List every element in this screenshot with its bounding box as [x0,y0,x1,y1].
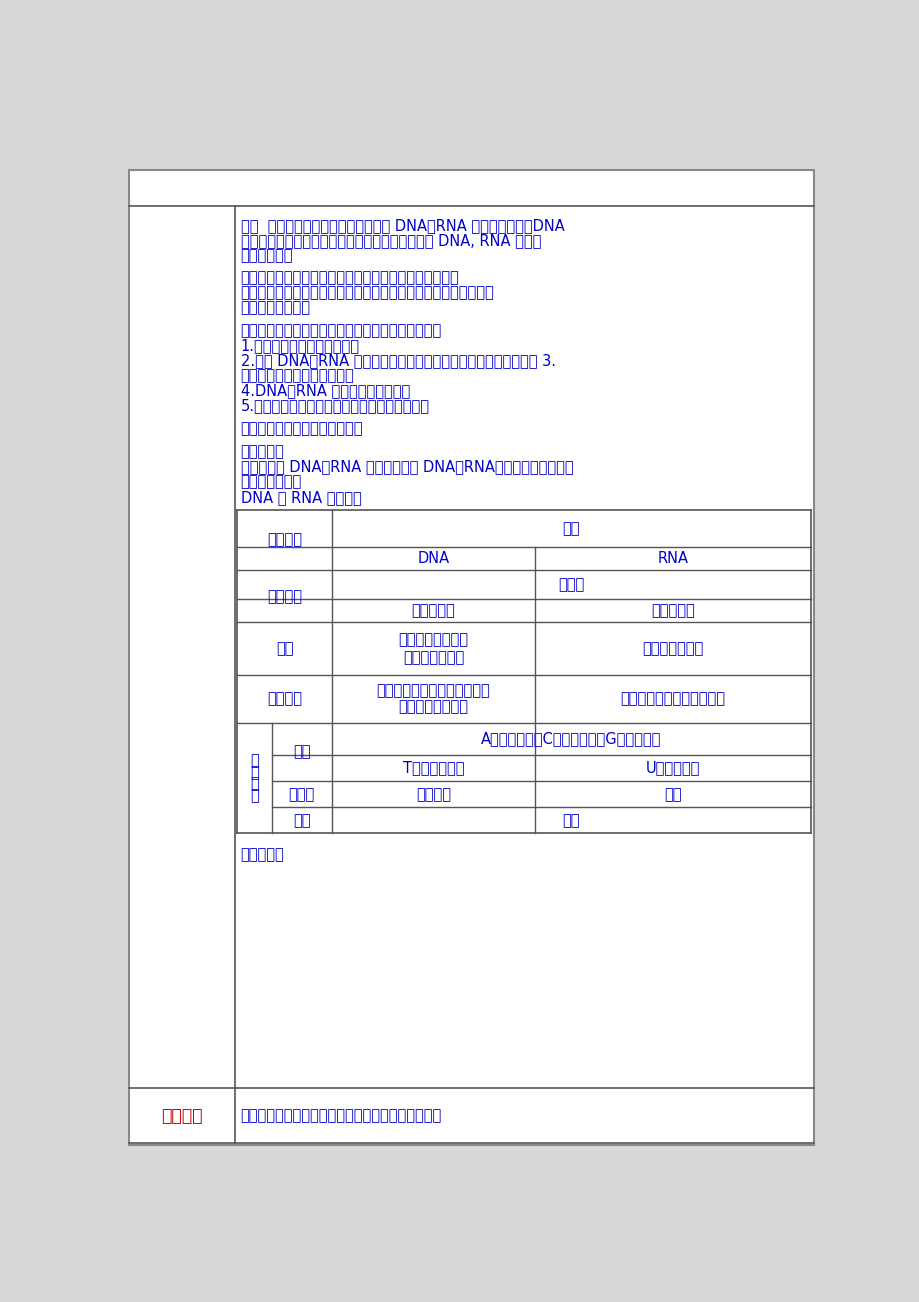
Text: 分: 分 [250,788,258,803]
Text: 比较项目: 比较项目 [267,533,302,548]
Text: 设问：为什么核酸能储存遗传信息呢？引入核酸的结构：: 设问：为什么核酸能储存遗传信息呢？引入核酸的结构： [240,271,459,285]
Text: 对学生的回答进行更正和总结。: 对学生的回答进行更正和总结。 [240,421,363,436]
Text: 5.尝试作出假设，为什么核酸能储存遗传信息？: 5.尝试作出假设，为什么核酸能储存遗传信息？ [240,398,429,414]
Text: 课堂完成教材后练习，课外完成《世纪金榜》练习。: 课堂完成教材后练习，课外完成《世纪金榜》练习。 [240,1108,441,1124]
Text: 细胞核（主要）、: 细胞核（主要）、 [398,631,468,647]
Text: T（胸腺嘧啶）: T（胸腺嘧啶） [403,760,464,776]
Text: 作业或练: 作业或练 [161,1107,202,1125]
Text: 核苷酸之间是怎么样连接的？: 核苷酸之间是怎么样连接的？ [240,368,354,383]
Text: 化: 化 [250,753,258,768]
Text: 主要分布在细胞核中，但是叶绿体、线粒体中也有 DNA, RNA 主要分: 主要分布在细胞核中，但是叶绿体、线粒体中也有 DNA, RNA 主要分 [240,233,540,247]
Text: 由一条核糖核苷酸长链构成: 由一条核糖核苷酸长链构成 [619,691,725,706]
Text: 4.DNA、RNA 分别含有哪些碱基？: 4.DNA、RNA 分别含有哪些碱基？ [240,383,409,398]
Text: 由两条脱氧核苷酸长链构成，: 由两条脱氧核苷酸长链构成， [376,684,490,698]
Text: 核糖: 核糖 [664,786,681,802]
Text: DNA: DNA [417,551,449,566]
Text: 基本单位: 基本单位 [267,589,302,604]
Text: 做课后练习: 做课后练习 [240,848,284,862]
Text: 呈规则双螺旋结构: 呈规则双螺旋结构 [398,699,468,713]
Text: 核糖核苷酸: 核糖核苷酸 [651,603,694,618]
Text: 五碳糖: 五碳糖 [289,786,314,802]
Text: 空间结构: 空间结构 [267,691,302,706]
Text: 线粒体、叶绿体: 线粒体、叶绿体 [403,651,464,665]
Text: 用图表比较 DNA、RNA 的差异，理顺 DNA、RNA、核酸、核苷酸、碱: 用图表比较 DNA、RNA 的差异，理顺 DNA、RNA、核酸、核苷酸、碱 [240,458,573,474]
Text: 基之间的关系。: 基之间的关系。 [240,474,301,488]
Text: 核酸也象蛋白质一样，是一种大分子，而且也是由一种叫做核苷酸: 核酸也象蛋白质一样，是一种大分子，而且也是由一种叫做核苷酸 [240,285,494,301]
Text: 脱氧核苷酸: 脱氧核苷酸 [411,603,455,618]
Text: DNA 与 RNA 的比较表: DNA 与 RNA 的比较表 [240,491,361,505]
Text: 本节小结：: 本节小结： [240,444,284,458]
Text: 学: 学 [250,764,258,780]
Text: 碱基: 碱基 [293,745,311,759]
Text: 的小单位组成的。: 的小单位组成的。 [240,301,311,315]
Text: 布在细胞质。: 布在细胞质。 [240,247,293,263]
Text: 1.核苷酸的化学组成是什么？: 1.核苷酸的化学组成是什么？ [240,339,359,353]
Text: U（尿嘧啶）: U（尿嘧啶） [645,760,699,776]
Text: 实验  使用染料对细胞进行染色，观察 DNA、RNA 在细胞的分布。DNA: 实验 使用染料对细胞进行染色，观察 DNA、RNA 在细胞的分布。DNA [240,217,563,233]
Text: RNA: RNA [657,551,687,566]
Text: 引导学生观察课本彩图中的两种核苷酸，展示问题：: 引导学生观察课本彩图中的两种核苷酸，展示问题： [240,323,441,339]
Text: A（腺嘌呤）、C（胞嘧啶）、G（鸟嘌呤）: A（腺嘌呤）、C（胞嘧啶）、G（鸟嘌呤） [481,732,661,746]
Text: 核酸: 核酸 [562,521,580,536]
Text: 分布: 分布 [276,641,293,656]
Text: 脱氧核糖: 脱氧核糖 [415,786,450,802]
Text: 细胞质（主要）: 细胞质（主要） [641,641,703,656]
Text: 成: 成 [250,776,258,792]
Text: 磷酸: 磷酸 [562,812,580,828]
Text: 2.组成 DNA、RNA 的核苷酸分别是什么，它们的主要差别是什么？ 3.: 2.组成 DNA、RNA 的核苷酸分别是什么，它们的主要差别是什么？ 3. [240,353,555,368]
Text: 核苷酸: 核苷酸 [558,577,584,592]
Text: 磷酸: 磷酸 [293,812,311,828]
